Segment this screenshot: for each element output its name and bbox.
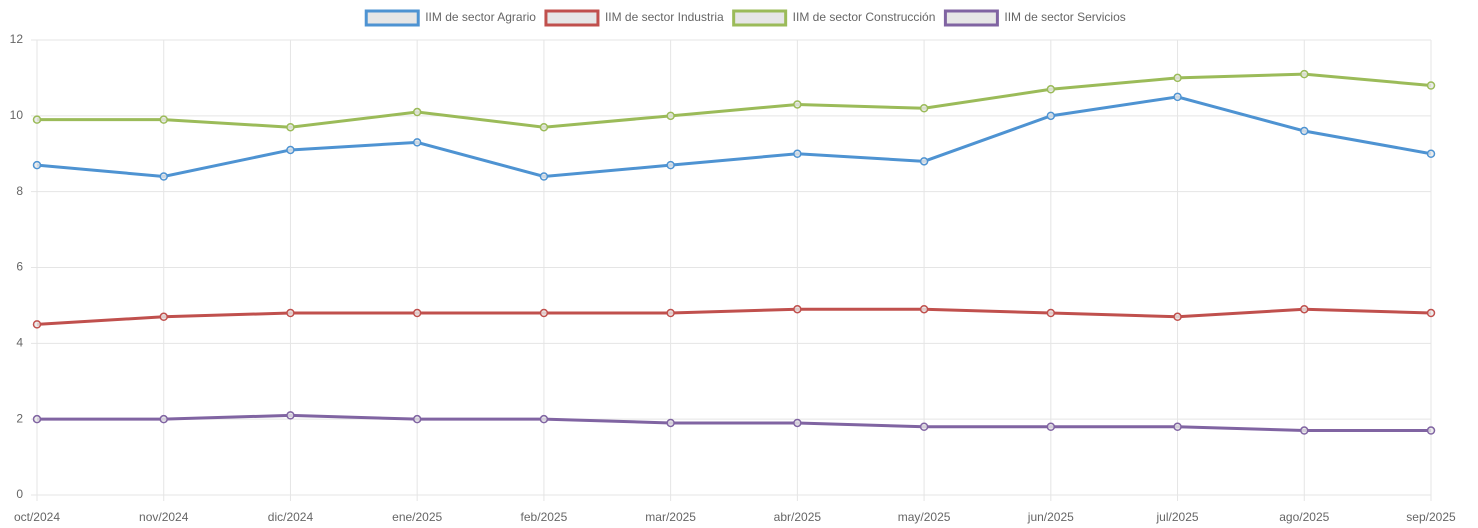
point [919, 157, 929, 166]
point [919, 104, 929, 113]
legend-label: IIM de sector Construcción [793, 10, 936, 24]
point [1046, 422, 1056, 431]
x-tick-label: feb/2025 [521, 510, 568, 524]
x-tick-label: jul/2025 [1156, 510, 1199, 524]
point [286, 122, 295, 132]
point [159, 115, 168, 124]
point [539, 122, 549, 132]
series-line [37, 413, 1431, 433]
point [32, 320, 42, 329]
point [1300, 69, 1309, 79]
point [793, 418, 802, 428]
legend-swatch [732, 9, 788, 27]
point [412, 107, 422, 117]
y-tick-label: 8 [16, 184, 23, 198]
point [1046, 308, 1056, 318]
legend-label: IIM de sector Industria [605, 10, 724, 24]
point [159, 414, 168, 424]
x-tick-label: may/2025 [898, 510, 951, 524]
series-line [37, 72, 1432, 129]
legend: IIM de sector Agrario IIM de sector Indus… [364, 9, 1126, 27]
legend-swatch [943, 9, 999, 27]
point [666, 308, 675, 318]
point [919, 422, 929, 431]
point [412, 308, 422, 318]
x-tick-label: sep/2025 [1406, 510, 1456, 524]
point [539, 308, 549, 318]
y-tick-label: 10 [10, 108, 24, 122]
point [539, 172, 549, 181]
x-tick-label: dic/2024 [268, 510, 314, 524]
point [1300, 126, 1309, 136]
series-line [36, 307, 1432, 326]
y-tick-label: 0 [16, 487, 23, 501]
point [286, 411, 295, 420]
x-tick-label: nov/2024 [139, 510, 189, 524]
point [32, 414, 42, 424]
y-tick-label: 12 [10, 32, 24, 46]
point [1426, 426, 1436, 435]
x-tick-label: jun/2025 [1027, 510, 1074, 524]
point [286, 308, 295, 318]
x-tick-label: mar/2025 [645, 510, 696, 524]
point [1426, 149, 1436, 158]
legend-label: IIM de sector Agrario [425, 10, 536, 24]
point [666, 160, 675, 170]
point [1046, 111, 1056, 121]
point [1300, 426, 1309, 435]
point [1046, 85, 1056, 94]
point [793, 149, 802, 158]
x-tick-label: oct/2024 [14, 510, 60, 524]
legend-swatch [544, 9, 600, 27]
point [32, 115, 42, 124]
point [1173, 92, 1182, 102]
y-tick-label: 6 [16, 260, 23, 274]
point [1426, 308, 1436, 318]
point [539, 414, 549, 424]
point [793, 304, 802, 314]
point [666, 418, 675, 428]
point [32, 160, 42, 170]
legend-label: IIM de sector Servicios [1004, 10, 1125, 24]
legend-swatch [364, 9, 420, 27]
x-tick-label: abr/2025 [774, 510, 822, 524]
series-line [36, 95, 1432, 179]
point [286, 145, 295, 155]
x-tick-label: ene/2025 [392, 510, 442, 524]
point [919, 304, 929, 314]
point [1173, 312, 1182, 322]
point [159, 312, 168, 322]
point [666, 111, 675, 121]
point [1173, 422, 1182, 431]
point [1300, 304, 1309, 314]
point [1173, 73, 1182, 83]
point [159, 172, 168, 181]
x-tick-label: ago/2025 [1279, 510, 1329, 524]
y-tick-label: 2 [16, 411, 23, 425]
y-tick-label: 4 [16, 336, 23, 350]
point [412, 414, 422, 424]
point [412, 138, 422, 147]
point [1426, 81, 1436, 90]
point [793, 100, 802, 109]
